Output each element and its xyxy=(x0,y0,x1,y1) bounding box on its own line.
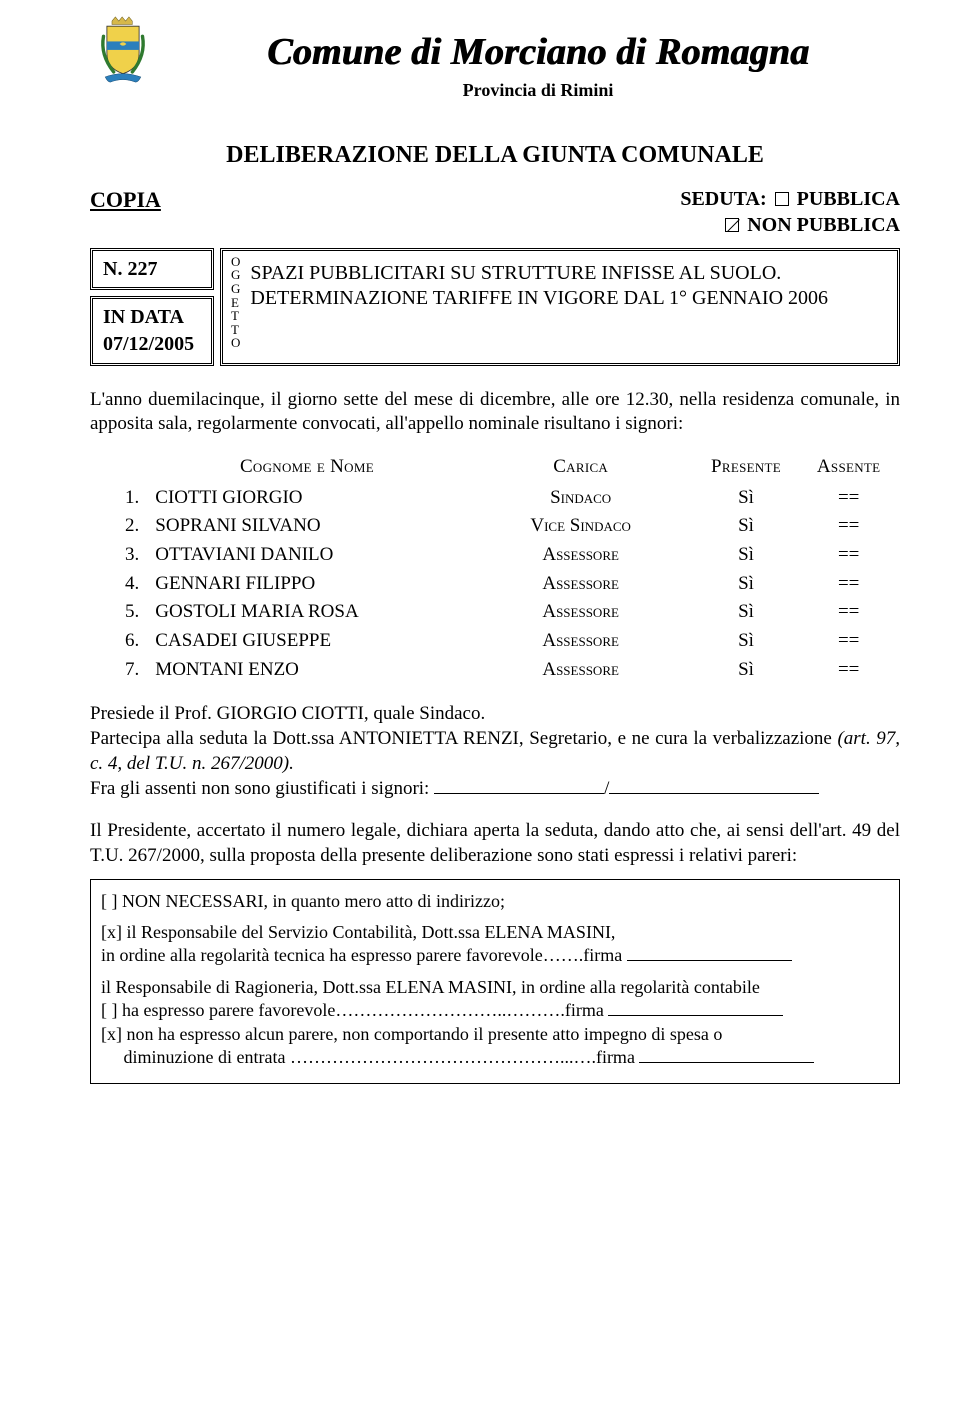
parere-resprag-2-text: [ ] ha espresso parere favorevole…………………… xyxy=(101,1000,608,1020)
row-presente: Sì xyxy=(695,541,798,570)
parere-resprag-2: [ ] ha espresso parere favorevole…………………… xyxy=(101,999,889,1022)
presiede-line: Presiede il Prof. GIORGIO CIOTTI, quale … xyxy=(90,702,900,727)
table-row: 7.MONTANI ENZOAssessoreSì== xyxy=(90,656,900,685)
row-index: 3. xyxy=(90,541,147,570)
row-presente: Sì xyxy=(695,484,798,513)
parere-respcont-2-text: in ordine alla regolarità tecnica ha esp… xyxy=(101,945,627,965)
oggetto-text: SPAZI PUBBLICITARI SU STRUTTURE INFISSE … xyxy=(246,251,897,363)
row-assente: == xyxy=(797,512,900,541)
parere-resprag-4-text: diminuzione di entrata ………………………………………..… xyxy=(101,1047,639,1067)
row-assente: == xyxy=(797,656,900,685)
meta-date-label: IN DATA xyxy=(103,306,184,328)
row-role: Assessore xyxy=(467,570,695,599)
row-presente: Sì xyxy=(695,598,798,627)
pareri-box: [ ] NON NECESSARI, in quanto mero atto d… xyxy=(90,879,900,1085)
row-name: GOSTOLI MARIA ROSA xyxy=(147,598,466,627)
row-index: 7. xyxy=(90,656,147,685)
row-role: Assessore xyxy=(467,627,695,656)
page-subtitle: Provincia di Rimini xyxy=(176,79,900,102)
oggetto-letter: O xyxy=(231,255,240,269)
row-index: 2. xyxy=(90,512,147,541)
members-table: Cognome e Nome Carica Presente Assente 1… xyxy=(90,451,900,685)
checkbox-non-pubblica-icon xyxy=(725,218,739,232)
row-role: Assessore xyxy=(467,541,695,570)
row-assente: == xyxy=(797,570,900,599)
table-row: 6.CASADEI GIUSEPPEAssessoreSì== xyxy=(90,627,900,656)
partecipa-pre: Partecipa alla seduta la Dott.ssa ANTONI… xyxy=(90,728,837,749)
parere-resprag-3: [x] non ha espresso alcun parere, non co… xyxy=(101,1023,889,1046)
parere-resprag-4: diminuzione di entrata ………………………………………..… xyxy=(101,1046,889,1069)
oggetto-letter: G xyxy=(231,268,240,282)
table-row: 3.OTTAVIANI DANILOAssessoreSì== xyxy=(90,541,900,570)
parere-resprag-1: il Responsabile di Ragioneria, Dott.ssa … xyxy=(101,976,889,999)
row-index: 1. xyxy=(90,484,147,513)
row-assente: == xyxy=(797,598,900,627)
parere-respcont-2: in ordine alla regolarità tecnica ha esp… xyxy=(101,944,889,967)
oggetto-letter: T xyxy=(231,309,240,323)
row-presente: Sì xyxy=(695,656,798,685)
row-presente: Sì xyxy=(695,627,798,656)
oggetto-letter: O xyxy=(231,336,240,350)
coat-of-arms-icon xyxy=(90,16,156,94)
row-assente: == xyxy=(797,484,900,513)
oggetto-box: O G G E T T O SPAZI PUBBLICITARI SU STRU… xyxy=(220,248,900,366)
checkbox-pubblica-icon xyxy=(775,192,789,206)
row-presente: Sì xyxy=(695,570,798,599)
row-name: CIOTTI GIORGIO xyxy=(147,484,466,513)
assenti-label: Fra gli assenti non sono giustificati i … xyxy=(90,778,434,799)
meta-number: N. 227 xyxy=(90,248,214,290)
table-row: 5.GOSTOLI MARIA ROSAAssessoreSì== xyxy=(90,598,900,627)
row-assente: == xyxy=(797,627,900,656)
non-pubblica-text: NON PUBBLICA xyxy=(747,212,900,238)
col-assente: Assente xyxy=(817,456,881,477)
row-role: Vice Sindaco xyxy=(467,512,695,541)
row-role: Assessore xyxy=(467,598,695,627)
row-index: 4. xyxy=(90,570,147,599)
partecipa-line: Partecipa alla seduta la Dott.ssa ANTONI… xyxy=(90,727,900,776)
row-index: 6. xyxy=(90,627,147,656)
row-role: Sindaco xyxy=(467,484,695,513)
pubblica-text: PUBBLICA xyxy=(797,186,900,212)
municipal-logo xyxy=(90,28,158,112)
page-title: Comune di Morciano di Romagna xyxy=(176,28,900,77)
seduta-label: SEDUTA: xyxy=(680,186,766,212)
row-name: CASADEI GIUSEPPE xyxy=(147,627,466,656)
row-role: Assessore xyxy=(467,656,695,685)
meta-date: IN DATA 07/12/2005 xyxy=(90,296,214,366)
row-index: 5. xyxy=(90,598,147,627)
oggetto-vertical-label: O G G E T T O xyxy=(223,251,246,363)
row-name: SOPRANI SILVANO xyxy=(147,512,466,541)
table-row: 2.SOPRANI SILVANOVice SindacoSì== xyxy=(90,512,900,541)
parere-respcont-1: [x] il Responsabile del Servizio Contabi… xyxy=(101,921,889,944)
meta-date-value: 07/12/2005 xyxy=(103,333,194,355)
oggetto-letter: G xyxy=(231,282,240,296)
row-name: MONTANI ENZO xyxy=(147,656,466,685)
table-row: 1.CIOTTI GIORGIOSindacoSì== xyxy=(90,484,900,513)
row-name: GENNARI FILIPPO xyxy=(147,570,466,599)
copia-label: COPIA xyxy=(90,186,161,238)
row-assente: == xyxy=(797,541,900,570)
col-name: Cognome e Nome xyxy=(240,456,374,477)
table-row: 4.GENNARI FILIPPOAssessoreSì== xyxy=(90,570,900,599)
parere-non-necessari: [ ] NON NECESSARI, in quanto mero atto d… xyxy=(101,890,889,913)
presidente-paragraph: Il Presidente, accertato il numero legal… xyxy=(90,819,900,868)
row-presente: Sì xyxy=(695,512,798,541)
col-presente: Presente xyxy=(711,456,781,477)
oggetto-letter: T xyxy=(231,323,240,337)
oggetto-letter: E xyxy=(231,296,240,310)
document-heading: DELIBERAZIONE DELLA GIUNTA COMUNALE xyxy=(90,140,900,171)
intro-paragraph: L'anno duemilacinque, il giorno sette de… xyxy=(90,388,900,437)
row-name: OTTAVIANI DANILO xyxy=(147,541,466,570)
col-role: Carica xyxy=(553,456,608,477)
assenti-line: Fra gli assenti non sono giustificati i … xyxy=(90,777,900,802)
